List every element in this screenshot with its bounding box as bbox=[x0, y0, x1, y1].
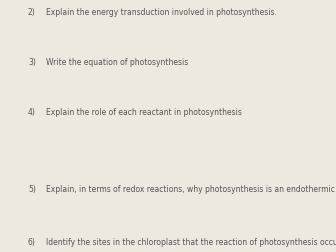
Text: 5): 5) bbox=[28, 185, 36, 194]
Text: 2): 2) bbox=[28, 8, 36, 17]
Text: Explain the energy transduction involved in photosynthesis.: Explain the energy transduction involved… bbox=[46, 8, 277, 17]
Text: 4): 4) bbox=[28, 108, 36, 117]
Text: 6): 6) bbox=[28, 238, 36, 247]
Text: Identify the sites in the chloroplast that the reaction of photosynthesis occur: Identify the sites in the chloroplast th… bbox=[46, 238, 336, 247]
Text: Explain, in terms of redox reactions, why photosynthesis is an endothermic react: Explain, in terms of redox reactions, wh… bbox=[46, 185, 336, 194]
Text: Explain the role of each reactant in photosynthesis: Explain the role of each reactant in pho… bbox=[46, 108, 242, 117]
Text: Write the equation of photosynthesis: Write the equation of photosynthesis bbox=[46, 58, 188, 67]
Text: 3): 3) bbox=[28, 58, 36, 67]
